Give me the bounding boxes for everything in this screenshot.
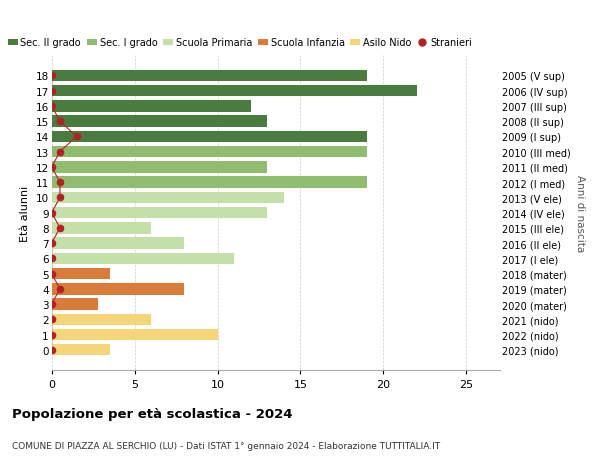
Bar [52, 344, 110, 356]
Bar [52, 238, 184, 249]
Y-axis label: Anni di nascita: Anni di nascita [575, 174, 585, 252]
Bar [52, 162, 268, 173]
Bar [52, 131, 367, 143]
Text: Popolazione per età scolastica - 2024: Popolazione per età scolastica - 2024 [12, 407, 293, 420]
Bar [52, 329, 218, 341]
Bar [52, 223, 151, 234]
Bar [52, 299, 98, 310]
Legend: Sec. II grado, Sec. I grado, Scuola Primaria, Scuola Infanzia, Asilo Nido, Stran: Sec. II grado, Sec. I grado, Scuola Prim… [8, 38, 472, 48]
Bar [52, 253, 234, 264]
Bar [52, 268, 110, 280]
Text: COMUNE DI PIAZZA AL SERCHIO (LU) - Dati ISTAT 1° gennaio 2024 - Elaborazione TUT: COMUNE DI PIAZZA AL SERCHIO (LU) - Dati … [12, 441, 440, 450]
Y-axis label: Età alunni: Età alunni [20, 185, 30, 241]
Bar [52, 116, 268, 128]
Bar [52, 86, 416, 97]
Bar [52, 101, 251, 112]
Bar [52, 192, 284, 204]
Bar [52, 146, 367, 158]
Bar [52, 207, 268, 219]
Bar [52, 71, 367, 82]
Bar [52, 177, 367, 188]
Bar [52, 314, 151, 325]
Bar [52, 284, 184, 295]
